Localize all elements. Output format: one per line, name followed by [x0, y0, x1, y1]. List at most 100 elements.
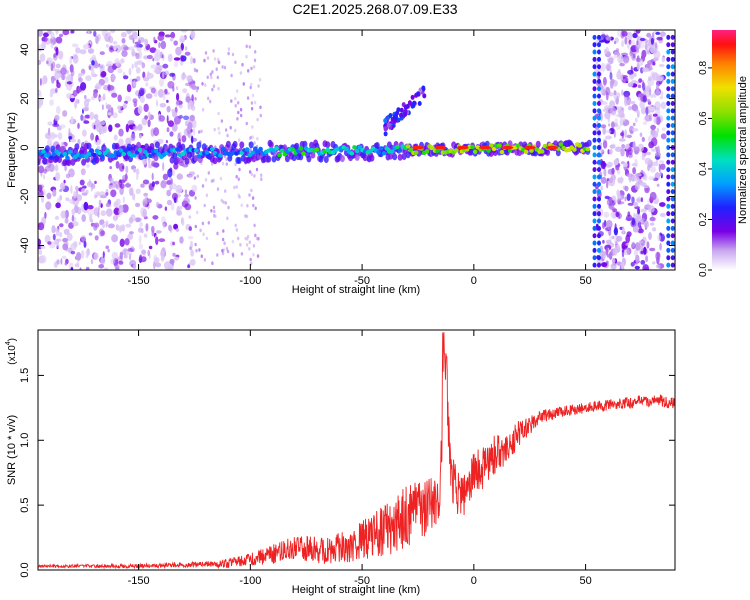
noise-speck	[245, 54, 248, 59]
noise-speck	[638, 78, 643, 83]
noise-speck	[162, 223, 166, 229]
noise-speck	[118, 109, 123, 114]
burst-edge	[597, 34, 602, 40]
trace-halo	[310, 151, 316, 159]
branch-speck	[399, 107, 404, 113]
noise-speck	[127, 233, 134, 240]
noise-speck	[213, 127, 216, 132]
noise-speck	[142, 71, 146, 79]
noise-speck	[200, 129, 203, 134]
noise-speck	[658, 63, 665, 68]
noise-speck	[209, 72, 212, 77]
noise-speck	[63, 179, 66, 184]
noise-speck	[143, 103, 149, 113]
noise-speck	[179, 38, 185, 43]
branch-speck	[395, 110, 400, 116]
noise-speck	[189, 114, 195, 122]
noise-speck	[642, 67, 649, 73]
burst-edge	[670, 123, 675, 129]
colorbar-tick-label: 0.6	[698, 111, 709, 125]
noise-speck	[50, 31, 55, 40]
noise-speck	[206, 75, 209, 80]
noise-speck	[148, 164, 152, 169]
noise-speck	[223, 241, 226, 245]
noise-speck	[176, 210, 183, 216]
noise-speck	[103, 30, 106, 39]
noise-speck	[170, 31, 176, 39]
trace-halo	[401, 153, 407, 160]
noise-speck	[193, 67, 196, 71]
noise-speck	[158, 42, 161, 49]
noise-speck	[49, 131, 56, 140]
noise-speck	[654, 152, 662, 158]
trace-halo	[545, 148, 551, 156]
noise-speck	[239, 71, 243, 75]
noise-speck	[255, 167, 259, 172]
burst-edge	[670, 181, 675, 187]
noise-speck	[83, 240, 87, 248]
noise-speck	[94, 194, 98, 198]
noise-speck	[198, 130, 201, 134]
noise-speck	[207, 96, 210, 101]
noise-speck	[93, 62, 99, 69]
noise-speck	[119, 251, 124, 260]
noise-speck	[169, 226, 173, 233]
noise-speck	[135, 202, 141, 208]
noise-speck	[55, 202, 61, 209]
burst-edge	[666, 189, 671, 195]
noise-speck	[252, 203, 255, 208]
noise-speck	[602, 126, 606, 135]
noise-speck	[167, 168, 173, 178]
noise-speck	[125, 250, 130, 256]
burst-edge	[597, 86, 602, 92]
noise-speck	[80, 250, 85, 259]
noise-speck	[171, 169, 176, 177]
noise-speck	[55, 172, 61, 181]
page-title: C2E1.2025.268.07.09.E33	[292, 1, 457, 17]
noise-speck	[203, 203, 206, 208]
snr-frame	[37, 329, 676, 571]
noise-speck	[144, 38, 149, 47]
noise-speck	[73, 241, 78, 248]
trace-halo	[70, 158, 76, 166]
branch-speck	[393, 115, 398, 121]
trace-core	[352, 145, 357, 150]
noise-speck	[619, 118, 624, 127]
noise-speck	[652, 49, 658, 54]
burst-edge	[670, 262, 675, 268]
noise-speck	[256, 254, 260, 258]
noise-speck	[50, 63, 54, 72]
trace-core	[210, 146, 215, 152]
noise-speck	[245, 121, 248, 126]
noise-speck	[234, 60, 237, 65]
burst-edge	[670, 115, 675, 121]
noise-speck	[634, 158, 638, 168]
noise-speck	[252, 252, 255, 257]
noise-speck	[147, 119, 151, 128]
trace-core	[497, 143, 502, 148]
burst-edge	[666, 49, 671, 55]
noise-speck	[118, 208, 124, 216]
noise-speck	[652, 61, 656, 66]
colorbar-gradient	[712, 30, 736, 270]
noise-speck	[637, 208, 641, 215]
trace-core	[86, 151, 92, 156]
noise-speck	[242, 82, 245, 86]
noise-speck	[100, 256, 106, 266]
trace-halo	[175, 157, 180, 164]
noise-speck	[610, 210, 618, 219]
noise-speck	[153, 127, 160, 137]
noise-speck	[93, 30, 97, 37]
noise-speck	[66, 81, 73, 85]
burst-edge	[597, 159, 602, 165]
burst-edge	[592, 123, 597, 129]
noise-speck	[172, 252, 176, 257]
burst-edge	[597, 174, 602, 180]
noise-speck	[630, 101, 636, 105]
noise-speck	[653, 116, 658, 124]
noise-speck	[246, 96, 250, 100]
noise-speck	[605, 135, 612, 140]
noise-speck	[117, 68, 123, 74]
noise-speck	[621, 76, 628, 84]
noise-speck	[633, 176, 640, 182]
